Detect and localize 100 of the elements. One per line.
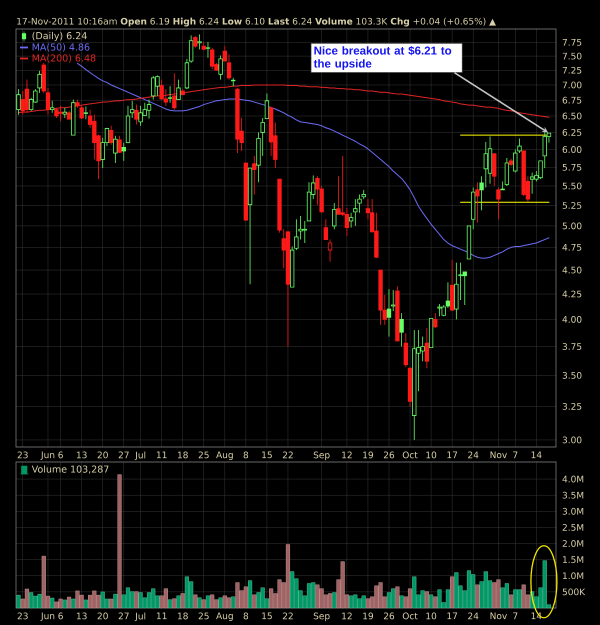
bar — [513, 589, 518, 608]
bar — [164, 588, 168, 608]
legend-label: MA(50) 4.86 — [32, 43, 90, 52]
bar — [492, 582, 496, 608]
x-tick-label: Jun — [40, 612, 54, 621]
candlestick — [302, 220, 307, 244]
candlestick — [197, 34, 202, 50]
bar — [484, 571, 488, 608]
bar — [193, 594, 198, 608]
legend-label: MA(200) 6.48 — [32, 54, 96, 63]
candlestick — [58, 105, 63, 122]
candlestick — [108, 125, 114, 146]
y-tick-label: 4.00 — [562, 316, 582, 323]
x-tick-label: 13 — [76, 612, 87, 620]
candlestick — [193, 36, 198, 48]
bar — [109, 598, 114, 608]
x-tick-label: 20 — [98, 612, 108, 620]
candlestick — [437, 304, 442, 317]
bar — [96, 594, 101, 608]
bar — [126, 587, 130, 608]
y-tick-label: 1.0M — [563, 572, 584, 580]
candlestick — [84, 106, 88, 120]
x-tick-label: Aug — [216, 452, 233, 460]
bar — [248, 580, 252, 608]
bar — [517, 589, 522, 608]
bar — [504, 583, 509, 608]
candlestick — [164, 88, 168, 106]
bar — [226, 597, 232, 608]
x-tick-label: 18 — [178, 612, 188, 620]
candlestick — [386, 288, 392, 337]
bar — [395, 586, 400, 608]
candlestick — [496, 187, 501, 220]
candlestick — [50, 100, 54, 114]
bar — [508, 594, 514, 608]
y-tick-label: 5.75 — [562, 164, 582, 171]
text: 17-Nov-2011 10:16am Open 6.19 High 6.24 Low 6.10 Last 6.24 Volume 103.3K Chg +0.04 (+0.65%) ▲ — [17, 18, 496, 26]
bar — [172, 598, 176, 608]
candlestick — [54, 107, 59, 118]
x-tick-label: 19 — [363, 612, 374, 620]
y-tick-label: 1.5M — [563, 556, 584, 563]
bar — [328, 593, 332, 608]
x-tick-label: 15 — [262, 612, 272, 620]
x-tick-label: 25 — [198, 612, 209, 620]
candlestick — [122, 142, 126, 162]
y-tick-label: 4.50 — [562, 266, 582, 274]
bar — [315, 584, 320, 608]
x-tick-label: Oct — [402, 452, 418, 458]
x-tick-label: 22 — [282, 612, 293, 620]
candlestick — [113, 135, 118, 164]
bar — [437, 589, 442, 608]
bar — [210, 594, 214, 608]
candlestick — [151, 76, 156, 100]
bar — [33, 596, 38, 608]
y-tick-label: 3.5M — [562, 492, 584, 499]
bar — [252, 594, 256, 608]
bar — [454, 572, 458, 608]
bar — [16, 594, 21, 608]
candlestick — [172, 72, 176, 110]
x-tick-label: Sep — [314, 452, 330, 460]
bar — [420, 590, 425, 608]
bar — [349, 595, 354, 608]
x-tick-label: 17 — [447, 612, 458, 620]
x-tick-label: 24 — [468, 452, 478, 458]
x-tick-label: Jun — [40, 452, 54, 460]
bar — [286, 544, 290, 608]
x-tick-label: 12 — [342, 452, 352, 458]
candlestick — [475, 182, 480, 223]
bar — [412, 576, 416, 608]
x-tick-label: 14 — [532, 452, 542, 458]
candlestick — [117, 135, 122, 154]
y-tick-label: 5.25 — [562, 202, 582, 209]
candlestick — [16, 88, 21, 116]
candlestick — [24, 79, 30, 114]
candlestick — [538, 160, 543, 180]
bar — [378, 582, 383, 608]
y-tick-label: 2.0M — [562, 540, 584, 547]
y-tick-label: 500K — [562, 588, 586, 596]
bar — [522, 584, 526, 608]
bar — [446, 589, 450, 608]
legend-label: (Daily) 6.24 — [32, 32, 87, 42]
y-tick-label: 4.0M — [562, 476, 584, 482]
bar — [66, 596, 72, 608]
bar — [542, 560, 547, 608]
candlestick — [146, 99, 152, 119]
bar — [366, 598, 370, 608]
y-tick-label: 5.50 — [562, 182, 582, 190]
x-tick-label: 7 — [513, 452, 518, 458]
y-tick-label: 6.50 — [562, 112, 582, 120]
candlestick — [138, 105, 143, 126]
x-tick-label: Jul — [134, 452, 146, 460]
x-tick-label: 19 — [363, 452, 374, 458]
bar — [71, 598, 76, 608]
bar — [235, 582, 240, 608]
y-tick-label: 6.75 — [562, 96, 582, 104]
x-tick-label: 13 — [76, 452, 87, 458]
y-tick-label: 2.5M — [562, 524, 584, 531]
y-tick-label: 3.75 — [562, 343, 582, 350]
bar — [42, 556, 46, 608]
candlestick — [492, 152, 496, 186]
bar — [168, 599, 172, 608]
